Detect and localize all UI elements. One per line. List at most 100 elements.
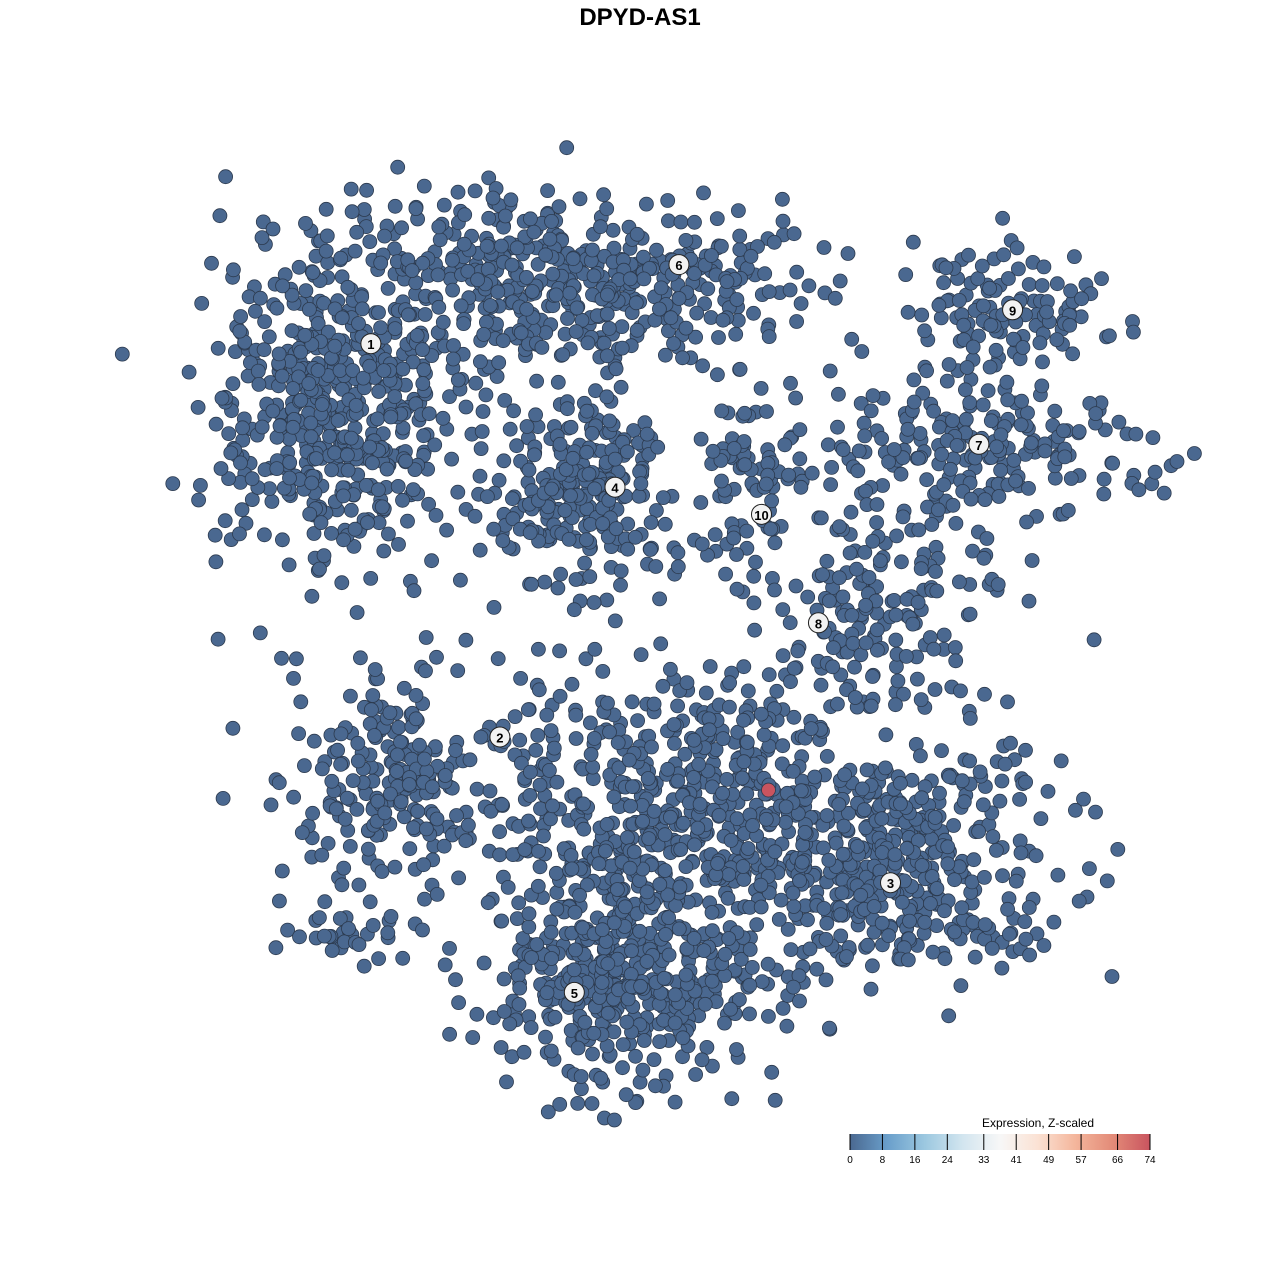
cell-point <box>646 803 662 819</box>
cell-point <box>569 300 585 316</box>
cell-point <box>1023 435 1039 451</box>
cell-point <box>964 874 980 890</box>
cell-point <box>330 413 346 428</box>
cell-point <box>714 238 729 254</box>
cell-point <box>257 314 273 330</box>
cell-point <box>418 630 434 645</box>
cell-point <box>519 269 534 285</box>
cell-point <box>1006 452 1022 468</box>
cell-point <box>534 339 550 355</box>
cell-point <box>737 405 752 421</box>
cell-point <box>595 516 610 531</box>
cell-point <box>607 451 623 467</box>
cell-point <box>1060 502 1076 518</box>
cell-point <box>293 344 309 360</box>
cell-point <box>977 870 992 885</box>
cell-point <box>380 925 396 941</box>
cell-point <box>473 441 489 457</box>
cell-point <box>495 333 511 349</box>
cell-point <box>636 249 651 265</box>
cell-point <box>371 384 387 399</box>
cell-point <box>393 794 409 810</box>
cell-point <box>629 226 645 242</box>
cell-point <box>376 543 392 559</box>
cell-point <box>878 760 893 776</box>
cell-point <box>1071 424 1087 439</box>
cell-point <box>271 893 287 909</box>
cell-point <box>437 957 453 973</box>
cell-point <box>1018 742 1033 758</box>
cell-point <box>546 740 562 756</box>
cell-point <box>815 567 830 582</box>
cell-point <box>1015 340 1031 355</box>
cell-point <box>221 426 237 442</box>
cell-point <box>322 428 337 444</box>
cell-point <box>786 661 802 676</box>
cell-point <box>600 1005 616 1021</box>
cell-point <box>247 303 263 319</box>
cell-point <box>376 363 392 379</box>
cell-point <box>792 993 807 1009</box>
cell-point <box>816 240 832 255</box>
cell-point <box>1068 802 1083 818</box>
cell-point <box>1050 867 1066 883</box>
cell-point <box>679 675 695 690</box>
cell-point <box>566 962 582 978</box>
cell-point <box>794 854 810 870</box>
cell-point <box>697 996 713 1012</box>
cell-point <box>646 696 662 712</box>
cell-point <box>544 213 559 229</box>
cell-point <box>941 1008 957 1024</box>
cell-point <box>888 607 904 623</box>
cell-point <box>785 885 801 901</box>
cell-point <box>914 858 930 873</box>
cell-point <box>502 421 518 437</box>
cell-point <box>615 1037 631 1052</box>
cell-point <box>225 262 241 278</box>
cell-point <box>560 401 575 417</box>
cell-point <box>942 769 957 785</box>
cell-point <box>967 949 983 965</box>
cell-point <box>297 327 313 343</box>
cell-point <box>753 877 769 893</box>
cell-point <box>678 859 694 874</box>
cell-point <box>521 813 536 829</box>
cell-point <box>962 753 977 769</box>
cell-point <box>1012 792 1027 807</box>
cell-point <box>263 797 279 813</box>
cell-point <box>671 921 687 937</box>
cell-point <box>490 651 506 667</box>
cell-point <box>758 476 774 492</box>
cell-point <box>850 463 866 479</box>
cell-point <box>835 846 851 862</box>
cell-point <box>718 566 733 582</box>
cell-point <box>414 342 430 358</box>
cell-point <box>932 785 947 801</box>
cell-point <box>736 754 752 770</box>
cell-point <box>719 772 735 787</box>
cell-point <box>544 481 559 497</box>
cell-point <box>788 578 804 594</box>
cell-point <box>442 941 457 956</box>
cell-point <box>720 890 736 906</box>
cell-point <box>962 606 978 622</box>
cell-point <box>845 635 861 651</box>
cell-point <box>523 764 538 780</box>
cell-point <box>620 444 635 460</box>
cell-point <box>930 502 946 518</box>
cell-point <box>709 211 725 227</box>
cell-point <box>735 859 751 874</box>
cell-point <box>786 979 801 995</box>
cell-point <box>369 411 385 427</box>
cell-point <box>917 323 932 339</box>
cell-point <box>816 840 831 856</box>
cell-point <box>822 1020 837 1036</box>
cell-point <box>729 292 745 307</box>
cell-point <box>759 404 774 419</box>
cell-point <box>1067 249 1082 265</box>
cell-point <box>948 653 964 669</box>
cell-point <box>599 389 615 405</box>
cell-point <box>524 950 539 965</box>
cell-point <box>698 685 714 701</box>
cell-point <box>587 731 602 746</box>
